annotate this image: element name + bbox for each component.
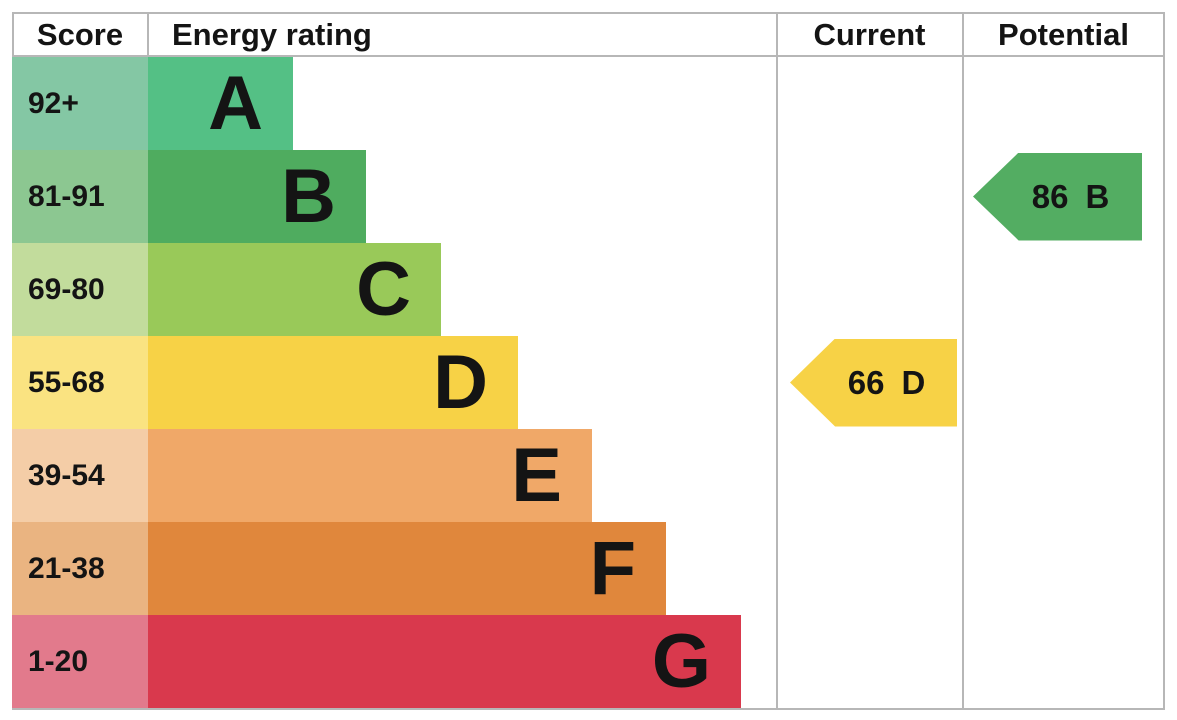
band-bar: A <box>148 57 293 150</box>
band-row-g: 1-20 G <box>12 615 1165 708</box>
column-header-current: Current <box>813 17 926 52</box>
band-letter: B <box>281 153 336 239</box>
band-letter: F <box>589 525 636 611</box>
band-score-cell: 1-20 <box>12 615 148 708</box>
band-score-range: 81-91 <box>28 179 105 213</box>
score-column-divider <box>147 12 149 57</box>
column-header-energy-rating: Energy rating <box>172 17 372 52</box>
current-column-left-border <box>776 12 778 710</box>
band-row-f: 21-38 F <box>12 522 1165 615</box>
band-score-range: 55-68 <box>28 365 105 399</box>
column-header-potential: Potential <box>998 17 1129 52</box>
band-bar: G <box>148 615 741 708</box>
band-row-b: 81-91 B <box>12 150 1165 243</box>
potential-rating-value: 86 <box>1031 177 1069 215</box>
band-letter: E <box>511 432 562 518</box>
header-left-border <box>12 12 14 57</box>
current-rating-letter: D <box>901 363 926 401</box>
current-rating-value: 66 <box>847 363 885 401</box>
band-bar: C <box>148 243 441 336</box>
band-score-cell: 81-91 <box>12 150 148 243</box>
band-letter: G <box>651 618 711 704</box>
chart-top-border <box>12 12 1165 14</box>
current-potential-divider <box>962 12 964 710</box>
band-score-cell: 92+ <box>12 57 148 150</box>
band-score-range: 21-38 <box>28 551 105 585</box>
band-letter: A <box>208 60 263 146</box>
band-row-a: 92+ A <box>12 57 1165 150</box>
band-score-cell: 21-38 <box>12 522 148 615</box>
band-score-range: 69-80 <box>28 272 105 306</box>
potential-column-right-border <box>1163 12 1165 710</box>
header-bottom-border <box>12 55 1165 57</box>
column-header-score: Score <box>36 17 124 52</box>
potential-rating-letter: B <box>1085 177 1110 215</box>
band-bar: B <box>148 150 366 243</box>
band-bar: F <box>148 522 666 615</box>
band-row-c: 69-80 C <box>12 243 1165 336</box>
band-row-e: 39-54 E <box>12 429 1165 522</box>
band-score-cell: 69-80 <box>12 243 148 336</box>
chart-bottom-border <box>12 708 1165 710</box>
band-score-range: 1-20 <box>28 644 89 678</box>
band-letter: D <box>433 339 488 425</box>
band-letter: C <box>356 246 411 332</box>
band-bar: E <box>148 429 592 522</box>
band-score-cell: 55-68 <box>12 336 148 429</box>
band-score-range: 39-54 <box>28 458 105 492</box>
band-score-cell: 39-54 <box>12 429 148 522</box>
band-score-range: 92+ <box>28 86 79 120</box>
band-row-d: 55-68 D <box>12 336 1165 429</box>
band-bar: D <box>148 336 518 429</box>
rating-bands: 92+ A 81-91 B 69-80 C 55-68 <box>12 57 1165 708</box>
